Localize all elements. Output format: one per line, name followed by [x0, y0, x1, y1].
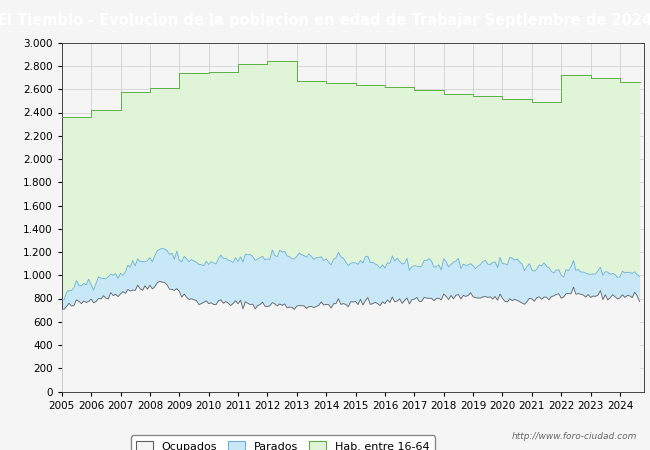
Text: El Tiemblo - Evolucion de la poblacion en edad de Trabajar Septiembre de 2024: El Tiemblo - Evolucion de la poblacion e… — [0, 13, 650, 28]
Text: http://www.foro-ciudad.com: http://www.foro-ciudad.com — [512, 432, 637, 441]
Legend: Ocupados, Parados, Hab. entre 16-64: Ocupados, Parados, Hab. entre 16-64 — [131, 436, 435, 450]
